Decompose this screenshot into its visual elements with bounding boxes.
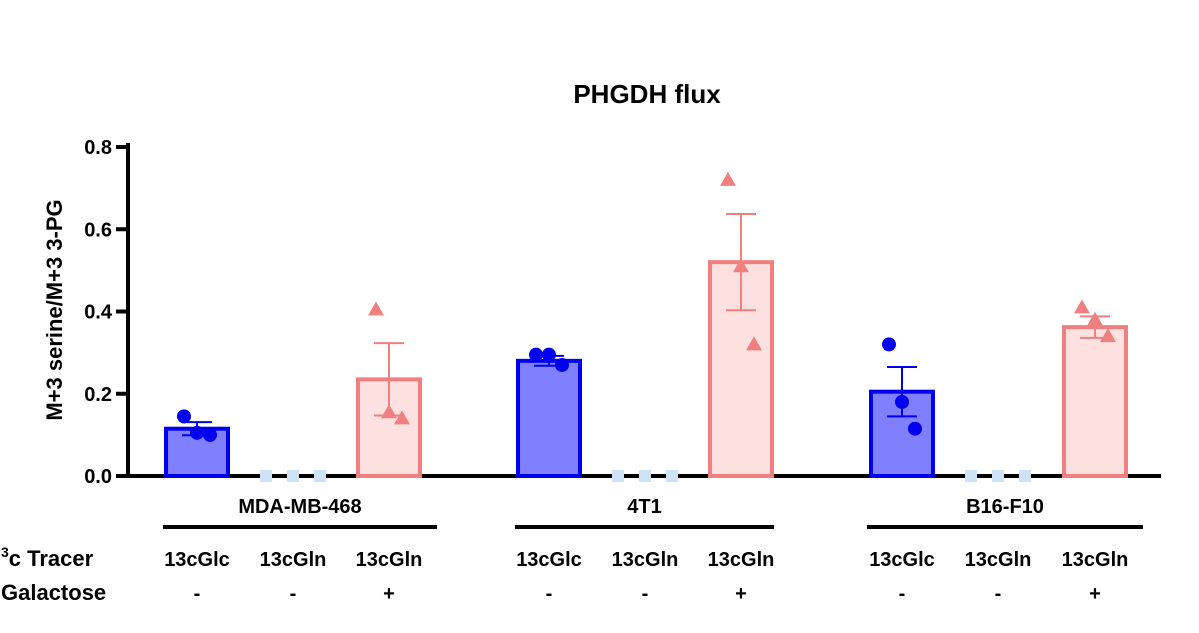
galactose-label: + [383, 583, 395, 605]
tracer-label: 13cGlc [516, 549, 582, 571]
tracer-row-label: 3c Tracer [1, 544, 94, 571]
condition-rows: 3c Tracer Galactose 13cGlc - 13cGln - 13cGln… [1, 544, 1128, 605]
data-point [908, 421, 922, 436]
data-point [639, 470, 651, 482]
data-point [203, 427, 217, 442]
bar [1062, 325, 1128, 478]
data-point [542, 347, 556, 362]
y-tick-label: 0.6 [84, 219, 112, 241]
galactose-label: - [290, 583, 297, 605]
bars-layer [164, 213, 1128, 479]
galactose-label: - [546, 583, 553, 605]
data-point [666, 470, 678, 482]
bar [708, 260, 774, 478]
galactose-row-label: Galactose [1, 580, 106, 605]
tracer-label: 13cGln [260, 549, 327, 571]
tracer-label: 13cGln [612, 549, 679, 571]
data-point [1074, 299, 1090, 314]
galactose-label: - [194, 583, 201, 605]
bar [516, 358, 582, 479]
data-point [992, 470, 1004, 482]
group-label: B16-F10 [966, 496, 1044, 518]
data-point [394, 410, 410, 425]
data-point [314, 470, 326, 482]
tracer-row-text: c Tracer [9, 546, 94, 571]
data-point [882, 337, 896, 352]
tracer-label: 13cGln [1062, 549, 1129, 571]
data-point [1100, 328, 1116, 343]
tracer-label: 13cGln [356, 549, 423, 571]
data-point [733, 258, 749, 273]
galactose-label: + [1089, 583, 1101, 605]
points-layer [177, 171, 1116, 482]
tracer-row-sup: 3 [1, 544, 9, 560]
y-tick-label: 0.0 [84, 466, 112, 488]
tracer-label: 13cGln [708, 549, 775, 571]
data-point [1019, 470, 1031, 482]
tracer-label: 13cGlc [869, 549, 935, 571]
y-tick-label: 0.2 [84, 384, 112, 406]
data-point [190, 425, 204, 440]
galactose-label: + [735, 583, 747, 605]
y-tick-label: 0.4 [84, 302, 113, 324]
y-axis-label: M+3 serine/M+3 3-PG [42, 199, 67, 420]
group-labels: MDA-MB-468 4T1 B16-F10 [163, 496, 1143, 529]
data-point [555, 357, 569, 372]
data-point [287, 470, 299, 482]
y-tick-label: 0.8 [84, 137, 112, 159]
data-point [720, 171, 736, 186]
data-point [529, 347, 543, 362]
data-point [1087, 311, 1103, 326]
y-ticks: 0.0 0.2 0.4 0.6 0.8 [84, 137, 128, 488]
data-point [260, 470, 272, 482]
group-label: 4T1 [627, 496, 661, 518]
group-label: MDA-MB-468 [238, 496, 361, 518]
chart-title: PHGDH flux [573, 79, 721, 109]
data-point [381, 404, 397, 419]
tracer-label: 13cGln [965, 549, 1032, 571]
data-point [895, 394, 909, 409]
data-point [612, 470, 624, 482]
data-point [177, 409, 191, 424]
galactose-label: - [899, 583, 906, 605]
galactose-label: - [995, 583, 1002, 605]
data-point [965, 470, 977, 482]
data-point [368, 301, 384, 316]
galactose-label: - [642, 583, 649, 605]
tracer-label: 13cGlc [164, 549, 230, 571]
data-point [746, 336, 762, 351]
